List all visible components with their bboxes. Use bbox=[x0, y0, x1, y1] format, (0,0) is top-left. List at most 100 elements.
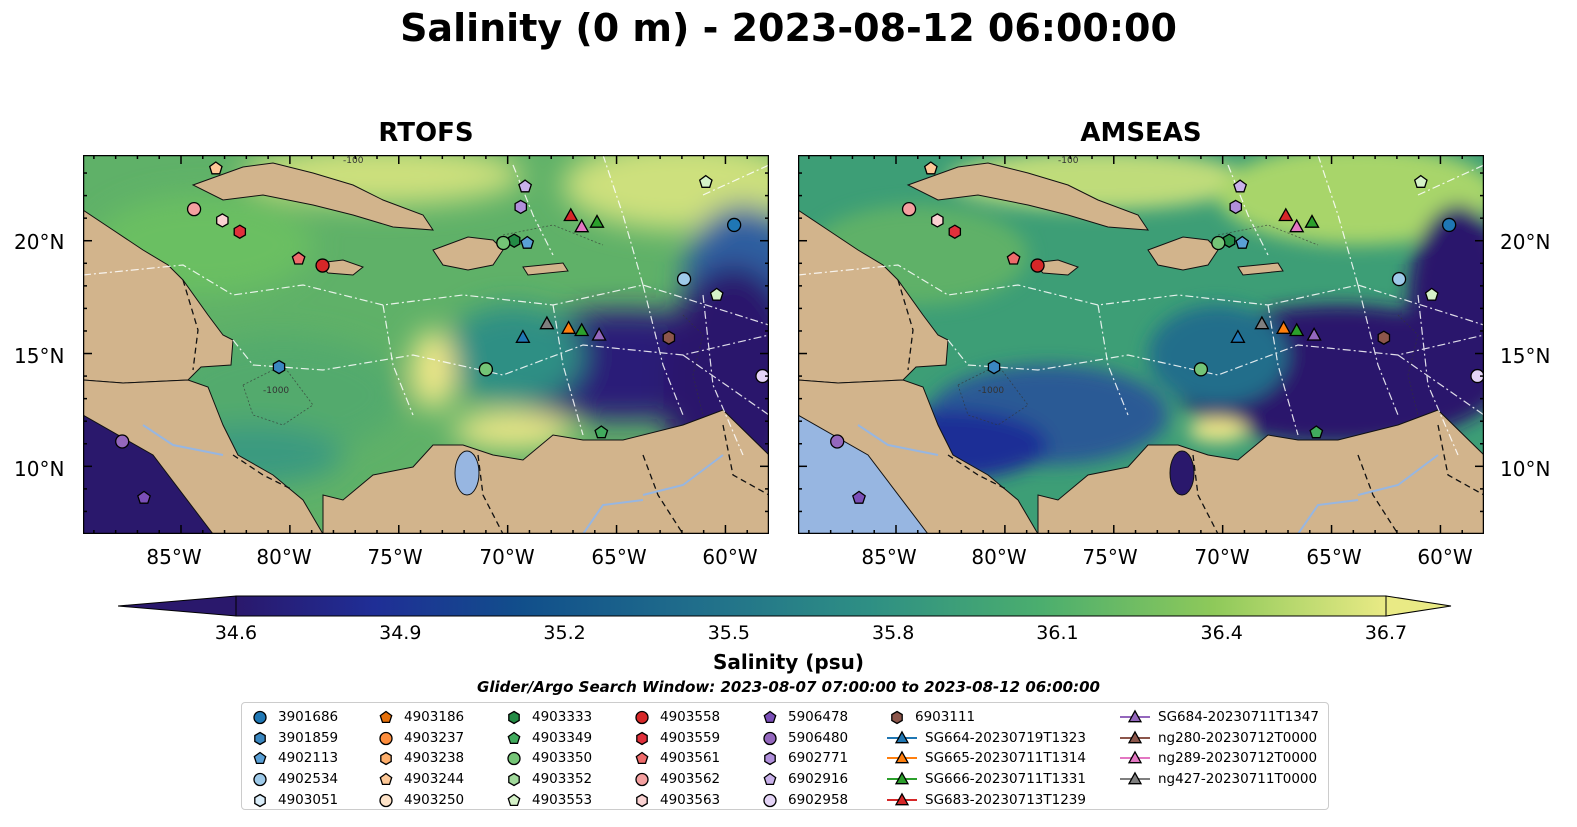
legend-marker bbox=[635, 772, 649, 787]
legend-marker bbox=[887, 771, 917, 785]
legend-item: 4903237 bbox=[376, 728, 464, 749]
search-window-text: Glider/Argo Search Window: 2023-08-07 07… bbox=[477, 678, 1100, 696]
observation-marker bbox=[591, 326, 607, 341]
legend-marker bbox=[254, 731, 266, 746]
legend-marker bbox=[891, 711, 903, 725]
lon-label: 75°W bbox=[367, 545, 423, 569]
legend-marker bbox=[253, 752, 267, 765]
lat-label-right: 15°N bbox=[1500, 344, 1551, 368]
legend-item: 4903563 bbox=[632, 789, 720, 810]
legend-marker bbox=[379, 731, 393, 746]
legend-marker bbox=[635, 752, 649, 765]
observation-marker bbox=[830, 434, 845, 449]
legend-label: 4903237 bbox=[404, 729, 465, 746]
observation-marker bbox=[115, 434, 130, 449]
legend-item: 4903350 bbox=[504, 748, 592, 769]
legend-marker bbox=[887, 751, 917, 764]
observation-marker bbox=[233, 224, 247, 239]
legend-marker bbox=[379, 793, 393, 807]
contour-label: -1000 bbox=[978, 386, 1004, 396]
observation-marker bbox=[1235, 235, 1250, 249]
land bbox=[798, 162, 1484, 534]
legend-item: ng280-20230712T0000 bbox=[1120, 728, 1319, 749]
country-borders bbox=[897, 279, 1484, 534]
legend-label: 4903561 bbox=[660, 750, 721, 767]
legend-item: 5906478 bbox=[760, 707, 848, 728]
legend-marker bbox=[507, 752, 521, 766]
legend-item: SG665-20230711T1314 bbox=[887, 748, 1086, 769]
legend-item: 4903352 bbox=[504, 769, 592, 790]
legend-label: 4902113 bbox=[278, 750, 339, 767]
colorbar bbox=[118, 595, 1452, 617]
map-panel-rtofs: -100 -1000 bbox=[83, 155, 769, 534]
observation-marker bbox=[901, 201, 917, 217]
legend-item: 4903349 bbox=[504, 728, 592, 749]
legend-label: SG664-20230719T1323 bbox=[925, 729, 1086, 746]
legend-item: SG666-20230711T1331 bbox=[887, 769, 1086, 790]
observation-marker bbox=[1309, 425, 1324, 439]
legend-label: 4903558 bbox=[660, 709, 721, 726]
legend-marker bbox=[636, 731, 648, 746]
legend-item: 4903051 bbox=[250, 789, 338, 810]
observation-marker bbox=[1193, 362, 1209, 377]
lon-label: 60°W bbox=[702, 545, 758, 569]
legend-marker bbox=[253, 772, 267, 787]
lat-label-left: 20°N bbox=[14, 230, 65, 254]
legend-label: 4903352 bbox=[532, 771, 593, 788]
panel-title-rtofs: RTOFS bbox=[378, 118, 474, 148]
legend-marker bbox=[887, 730, 917, 744]
lon-label: 75°W bbox=[1082, 545, 1138, 569]
observation-marker bbox=[1278, 207, 1294, 222]
legend-item: 4903250 bbox=[376, 789, 464, 810]
legend-column: 5906478 5906480 6902771 6902916 6902958 bbox=[760, 707, 848, 810]
contour-label: -1000 bbox=[263, 386, 289, 396]
observation-marker bbox=[1304, 214, 1320, 228]
observation-marker bbox=[1289, 218, 1305, 233]
observation-marker bbox=[923, 161, 938, 175]
observation-markers-amseas bbox=[830, 161, 1484, 504]
observation-marker bbox=[676, 271, 692, 287]
colorbar-tick-label: 34.9 bbox=[379, 622, 422, 644]
legend-label: 4903553 bbox=[532, 791, 593, 808]
axis-ticks-rtofs bbox=[83, 155, 769, 534]
lon-label: 60°W bbox=[1417, 545, 1473, 569]
axis-ticks-amseas bbox=[798, 155, 1484, 534]
legend-marker bbox=[763, 731, 777, 746]
lon-label: 80°W bbox=[971, 545, 1027, 569]
panel-title-amseas: AMSEAS bbox=[1080, 118, 1202, 148]
observation-marker bbox=[948, 224, 962, 239]
legend-item: ng289-20230712T0000 bbox=[1120, 748, 1319, 769]
legend-label: 4902534 bbox=[278, 771, 339, 788]
observation-marker bbox=[1230, 329, 1246, 343]
figure-title: Salinity (0 m) - 2023-08-12 06:00:00 bbox=[400, 6, 1177, 50]
legend-label: 4903559 bbox=[660, 729, 721, 746]
lon-label: 80°W bbox=[256, 545, 312, 569]
lon-label: 85°W bbox=[146, 545, 202, 569]
legend-column: 4903558 4903559 4903561 4903562 4903563 bbox=[632, 707, 720, 810]
legend-item: SG664-20230719T1323 bbox=[887, 728, 1086, 749]
observation-marker bbox=[594, 425, 609, 439]
legend-item: 4903561 bbox=[632, 748, 720, 769]
observation-marker bbox=[1289, 322, 1305, 337]
legend-column: 4903333 4903349 4903350 4903352 4903553 bbox=[504, 707, 592, 810]
legend-marker bbox=[1120, 709, 1150, 723]
legend-label: 4903244 bbox=[404, 771, 465, 788]
legend-item: 6902916 bbox=[760, 769, 848, 790]
observation-marker bbox=[315, 258, 330, 273]
colorbar-tick-label: 36.1 bbox=[1036, 622, 1079, 644]
legend-item: 4903244 bbox=[376, 769, 464, 790]
legend-marker bbox=[254, 793, 266, 807]
observation-marker bbox=[1254, 315, 1270, 330]
legend-marker bbox=[507, 731, 521, 744]
observation-marker bbox=[560, 320, 577, 334]
lat-label-left: 15°N bbox=[14, 344, 65, 368]
legend-marker bbox=[380, 752, 392, 766]
legend-item: 4903238 bbox=[376, 748, 464, 769]
legend-marker bbox=[508, 711, 520, 725]
map-panel-amseas: -100 -1000 bbox=[798, 155, 1484, 534]
legend-marker bbox=[379, 772, 393, 786]
legend-column: 6903111 SG664-20230719T1323 SG665-20230711… bbox=[887, 707, 1086, 810]
legend-label: 3901859 bbox=[278, 729, 339, 746]
observation-marker bbox=[727, 217, 742, 233]
observation-marker bbox=[662, 330, 676, 345]
